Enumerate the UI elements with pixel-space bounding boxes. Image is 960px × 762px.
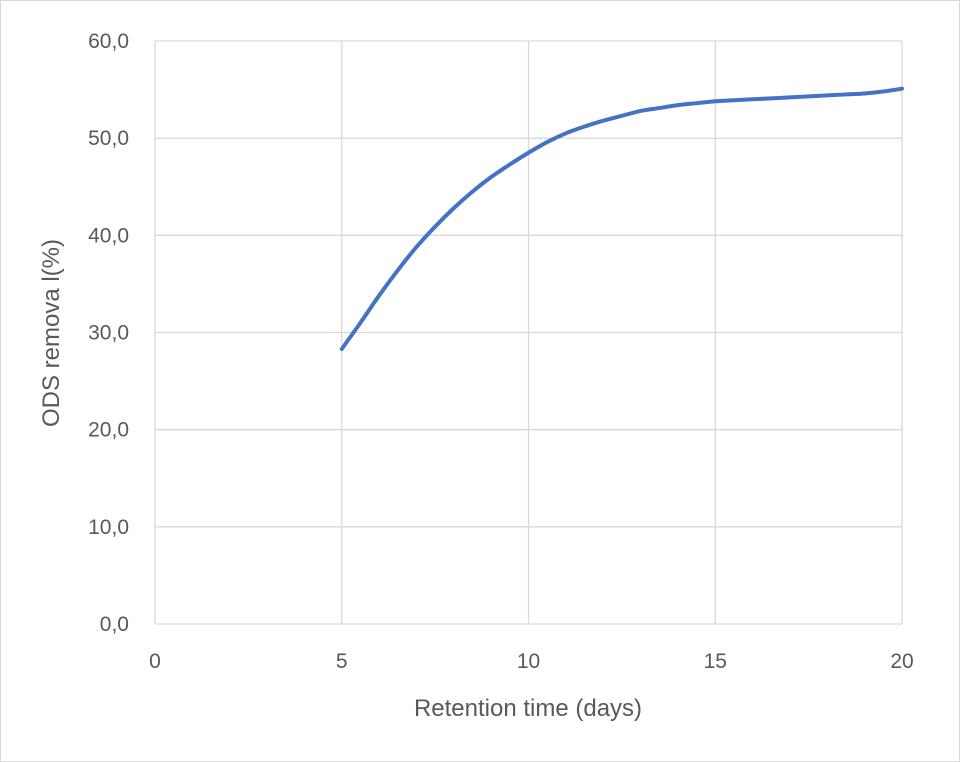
y-tick-label: 0,0: [100, 613, 129, 636]
gridlines: [154, 40, 903, 625]
y-tick-label: 50,0: [88, 127, 129, 150]
series-line-0: [339, 86, 904, 352]
y-tick-label: 20,0: [88, 419, 129, 442]
x-tick-label: 20: [890, 650, 913, 673]
x-tick-label: 0: [149, 650, 161, 673]
x-axis-title: Retention time (days): [414, 695, 642, 722]
x-tick-label: 5: [336, 650, 348, 673]
series-lines: [339, 86, 904, 352]
y-tick-label: 30,0: [88, 322, 129, 345]
y-tick-label: 10,0: [88, 516, 129, 539]
y-axis-title: ODS remova l(%): [38, 239, 65, 427]
y-tick-label: 60,0: [88, 30, 129, 53]
tick-labels: 0,0 10,0 20,0 30,0 40,0 50,0 60,0 0 5 10 15 20: [88, 30, 914, 673]
y-tick-label: 40,0: [88, 224, 129, 247]
x-tick-label: 15: [704, 650, 727, 673]
x-tick-label: 10: [517, 650, 540, 673]
